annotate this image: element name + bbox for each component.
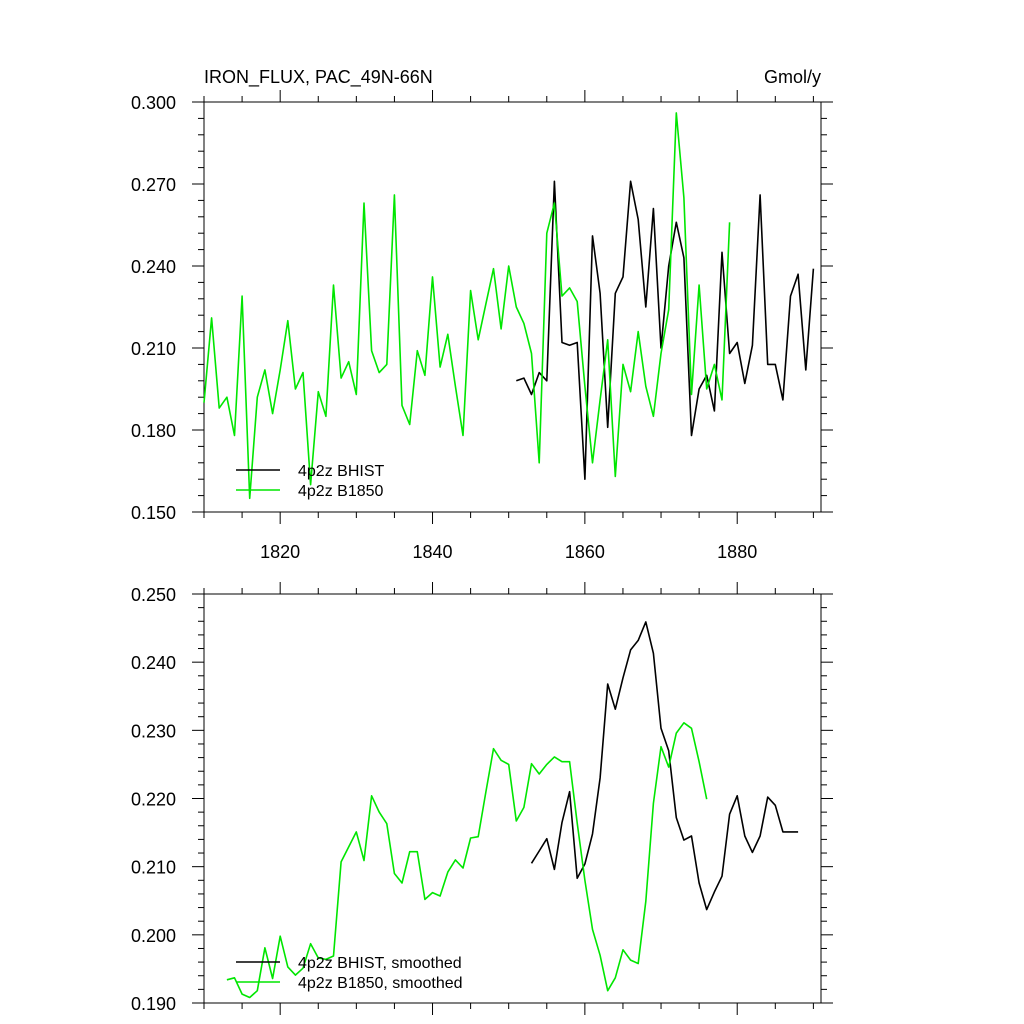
bottom-y-tick-label: 0.200 — [131, 926, 176, 946]
top-series-line-bhist — [516, 180, 815, 481]
bottom-y-tick-label: 0.230 — [131, 721, 176, 741]
bottom-legend-label: 4p2z B1850, smoothed — [298, 975, 463, 992]
top-y-tick-label: 0.150 — [131, 503, 176, 523]
bottom-panel: 0.190 0.200 0.210 0.220 0.230 0.240 0.250 4p2z … — [131, 582, 833, 1015]
top-y-tick-label: 0.210 — [131, 339, 176, 359]
top-panel: 1820 1840 1860 1880 0.150 0.180 0.210 0.240 0.27… — [131, 90, 833, 562]
top-x-tick-label: 1820 — [260, 542, 300, 562]
chart-title: IRON_FLUX, PAC_49N-66N — [204, 67, 433, 88]
top-x-tick-label: 1860 — [565, 542, 605, 562]
top-y-tick-label: 0.240 — [131, 257, 176, 277]
bottom-y-tick-label: 0.220 — [131, 790, 176, 810]
bottom-series-line-bhist — [530, 621, 799, 911]
top-legend-label: 4p2z B1850 — [298, 483, 384, 500]
top-legend-label: 4p2z BHIST — [298, 463, 384, 480]
top-x-tick-label: 1880 — [717, 542, 757, 562]
bottom-y-tick-label: 0.210 — [131, 858, 176, 878]
bottom-y-tick-label: 0.190 — [131, 994, 176, 1014]
top-series-line-b1850 — [203, 112, 731, 500]
bottom-y-tick-label: 0.250 — [131, 585, 176, 605]
bottom-series-line-b1850 — [226, 721, 708, 999]
top-y-tick-label: 0.180 — [131, 421, 176, 441]
top-x-tick-label: 1840 — [412, 542, 452, 562]
bottom-y-tick-label: 0.240 — [131, 653, 176, 673]
top-y-tick-label: 0.300 — [131, 93, 176, 113]
units-label: Gmol/y — [764, 67, 821, 87]
top-plot-frame — [203, 101, 822, 513]
bottom-legend-label: 4p2z BHIST, smoothed — [298, 955, 462, 972]
top-y-tick-label: 0.270 — [131, 175, 176, 195]
